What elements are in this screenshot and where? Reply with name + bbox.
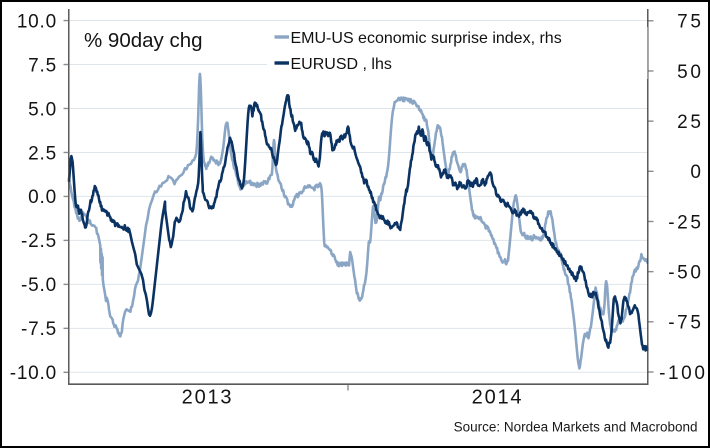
svg-text:% 90day chg: % 90day chg: [84, 29, 203, 52]
svg-text:10.0: 10.0: [17, 11, 57, 32]
svg-text:-50: -50: [668, 263, 703, 284]
svg-text:EURUSD , lhs: EURUSD , lhs: [291, 56, 392, 73]
svg-text:-5.0: -5.0: [21, 275, 57, 296]
svg-text:EMU-US economic surprise index: EMU-US economic surprise index, rhs: [291, 30, 562, 47]
svg-text:0.0: 0.0: [28, 187, 57, 208]
svg-text:5.0: 5.0: [28, 99, 57, 120]
svg-text:-75: -75: [668, 313, 703, 334]
svg-text:Source: Nordea Markets and Mac: Source: Nordea Markets and Macrobond: [454, 420, 698, 435]
svg-text:25: 25: [677, 112, 703, 133]
svg-text:-25: -25: [668, 212, 703, 233]
svg-text:-10.0: -10.0: [10, 363, 57, 384]
svg-text:-7.5: -7.5: [21, 319, 57, 340]
svg-text:2.5: 2.5: [28, 143, 57, 164]
svg-text:50: 50: [677, 62, 703, 83]
svg-text:-100: -100: [659, 363, 707, 384]
svg-text:75: 75: [677, 12, 703, 33]
svg-text:0: 0: [690, 162, 703, 183]
svg-text:-2.5: -2.5: [21, 231, 57, 252]
svg-text:7.5: 7.5: [28, 55, 57, 76]
svg-text:2014: 2014: [472, 387, 524, 409]
svg-text:2013: 2013: [182, 387, 234, 409]
